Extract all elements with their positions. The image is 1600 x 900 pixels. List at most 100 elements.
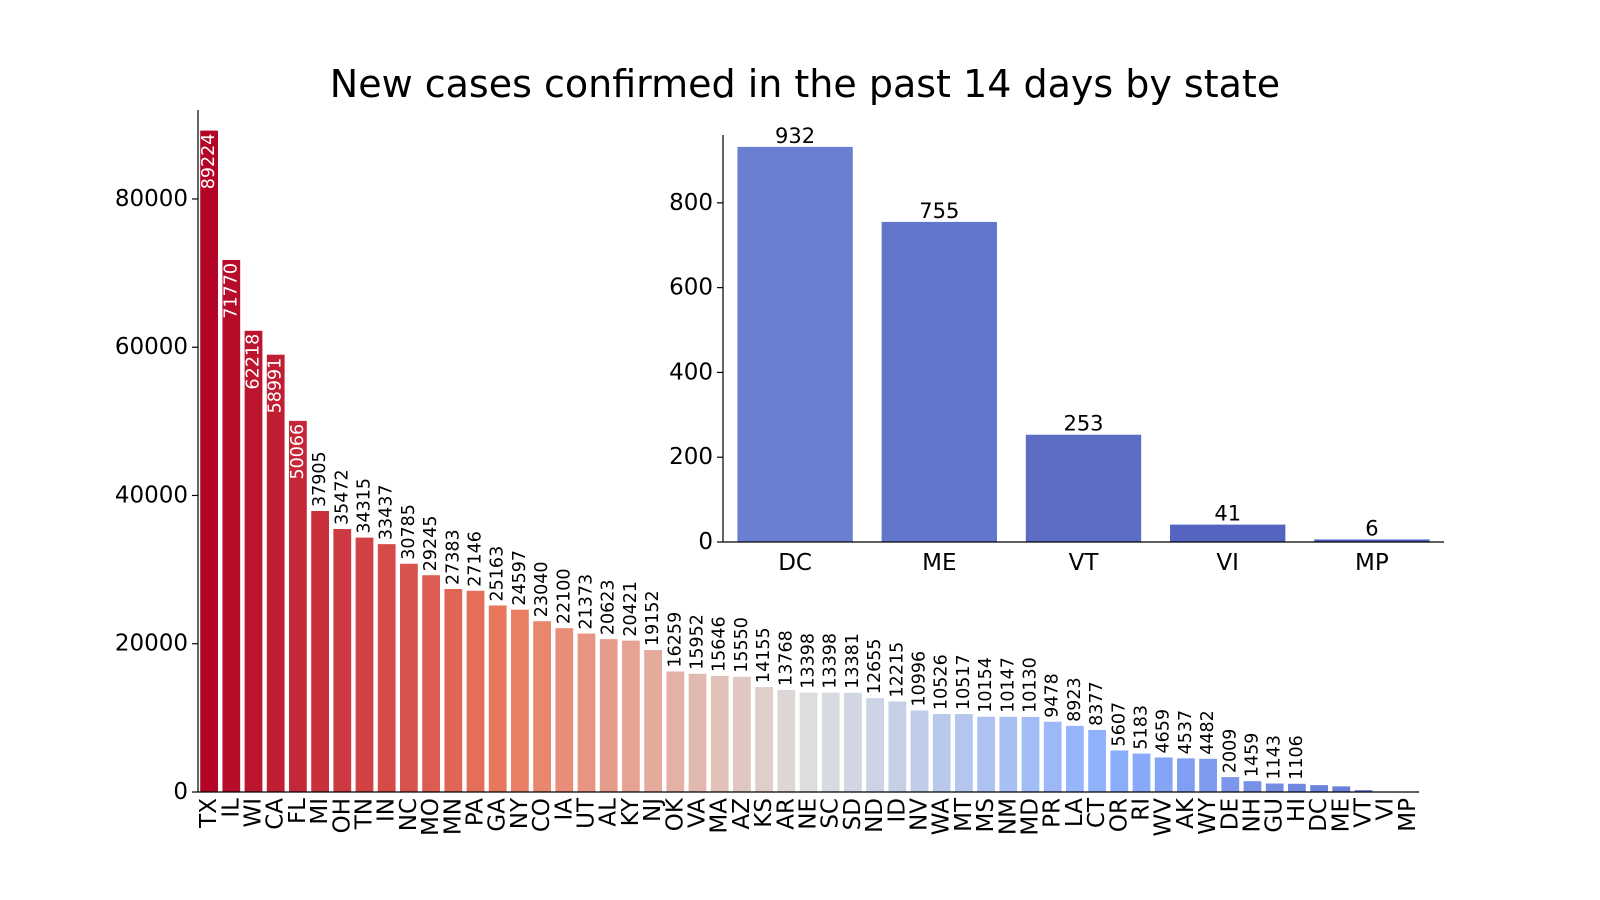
main-bar-value-label: 35472: [332, 469, 352, 525]
main-bar-value-label: 71770: [221, 263, 241, 319]
main-x-tick-label: MT: [951, 797, 977, 832]
main-bar-sc: [821, 692, 840, 792]
main-bar-value-label: 25163: [488, 546, 508, 602]
main-x-tick-label: PR: [1040, 798, 1066, 828]
main-bar-dc: [1310, 785, 1328, 792]
main-bar-tn: [355, 537, 374, 792]
main-bar-value-label: 10147: [998, 657, 1018, 713]
main-bar-value-label: 15952: [688, 614, 708, 670]
main-bar-value-label: 4659: [1154, 709, 1174, 754]
main-bar-value-label: 22100: [554, 568, 574, 624]
inset-x-tick-label: DC: [778, 550, 812, 576]
inset-bar-value-label: 755: [919, 199, 959, 223]
main-bar-pr: [1043, 721, 1062, 792]
main-bar-value-label: 4537: [1176, 710, 1196, 755]
main-bar-value-label: 15550: [732, 617, 752, 673]
main-x-tick-label: HI: [1284, 798, 1310, 822]
main-x-tick-label: OR: [1106, 798, 1132, 832]
main-x-tick-label: WI: [241, 798, 267, 828]
inset-bar-value-label: 932: [775, 124, 815, 148]
inset-bar-me: [881, 221, 997, 542]
inset-y-tick-label: 200: [669, 444, 713, 470]
main-bar-ks: [755, 687, 773, 792]
main-bar-value-label: 21373: [577, 574, 597, 630]
main-bar-wa: [932, 713, 951, 792]
main-bar-value-label: 62218: [244, 334, 264, 390]
main-x-tick-label: LA: [1062, 798, 1088, 827]
main-bar-value-label: 13768: [776, 630, 796, 686]
main-bar-mi: [311, 511, 329, 792]
main-x-tick-label: AR: [773, 798, 799, 830]
main-bar-value-label: 10526: [932, 654, 952, 710]
main-bar-value-label: 8377: [1087, 681, 1107, 726]
main-x-tick-label: VI: [1373, 798, 1399, 821]
main-bar-value-label: 58991: [266, 358, 286, 414]
main-x-tick-labels: TXILWICAFLMIOHTNINNCMOMNPAGANYCOIAUTALKY…: [196, 797, 1421, 836]
main-x-tick-label: WA: [929, 798, 955, 835]
main-bar-value-label: 24597: [510, 550, 530, 606]
inset-x-tick-label: ME: [922, 550, 956, 576]
main-x-tick-label: KY: [618, 797, 644, 826]
main-bar-ga: [488, 605, 507, 792]
inset-y-tick-label: 800: [669, 190, 713, 216]
inset-x-tick-labels: DC ME VT VI MP: [778, 550, 1389, 576]
main-bar-value-label: 4482: [1198, 710, 1218, 755]
main-bar-value-label: 50066: [288, 424, 308, 480]
inset-x-tick-label: VT: [1069, 550, 1100, 576]
inset-bar-value-label: 253: [1063, 412, 1103, 436]
main-bar-id: [888, 701, 907, 792]
main-bars: [200, 130, 1417, 793]
main-x-tick-label: TX: [196, 798, 222, 829]
main-bar-nd: [866, 698, 884, 792]
main-bar-value-label: 33437: [377, 484, 397, 540]
main-bar-ms: [977, 716, 995, 792]
main-bar-value-label: 12655: [865, 639, 885, 695]
main-bar-me: [1332, 786, 1351, 792]
main-x-tick-label: NE: [796, 798, 822, 830]
main-x-tick-label: VA: [685, 798, 711, 828]
main-bar-az: [733, 676, 751, 792]
main-bar-value-label: 20623: [599, 579, 619, 635]
main-x-tick-label: SC: [818, 798, 844, 829]
main-x-tick-label: IL: [218, 798, 244, 818]
main-bar-in: [377, 544, 396, 792]
main-bar-value-label: 13381: [843, 633, 863, 689]
main-bar-gu: [1265, 783, 1284, 792]
main-x-tick-label: NM: [995, 798, 1021, 835]
main-bar-value-label: 19152: [643, 590, 663, 646]
main-x-tick-label: AZ: [729, 798, 755, 830]
main-bar-fl: [289, 420, 307, 792]
main-bar-nv: [910, 710, 929, 792]
inset-y-tick-label: 0: [698, 529, 713, 555]
main-x-tick-label: KS: [751, 798, 777, 828]
main-bar-co: [533, 621, 551, 792]
main-bar-value-label: 37905: [310, 451, 330, 507]
main-x-tick-label: AK: [1173, 797, 1199, 829]
main-x-tick-label: MI: [307, 798, 333, 825]
main-x-tick-label: CT: [1084, 797, 1110, 828]
main-bar-value-label: 10517: [954, 654, 974, 710]
main-bar-value-label: 13398: [821, 633, 841, 689]
main-x-tick-label: VT: [1351, 797, 1377, 828]
main-bar-ut: [577, 633, 596, 792]
main-bar-ar: [777, 689, 796, 792]
main-bar-value-label: 12215: [887, 642, 907, 698]
main-x-tick-label: NJ: [640, 798, 666, 822]
main-bar-value-label: 27146: [466, 531, 486, 587]
main-bar-mn: [444, 589, 463, 792]
inset-y-tick-label: 600: [669, 275, 713, 301]
main-x-tick-label: TN: [352, 798, 378, 830]
main-bar-nj: [644, 650, 662, 792]
inset-x-tick-label: MP: [1355, 550, 1389, 576]
main-x-tick-label: ID: [884, 798, 910, 823]
main-bar-value-label: 14155: [754, 627, 774, 683]
main-x-tick-label: RI: [1129, 798, 1155, 821]
main-x-tick-label: DC: [1306, 798, 1332, 832]
main-bar-value-label: 15646: [710, 616, 730, 672]
main-bar-ak: [1177, 758, 1195, 792]
inset-bar-value-label: 41: [1214, 502, 1241, 526]
main-bar-la: [1066, 725, 1084, 792]
main-x-tick-label: IN: [374, 798, 400, 822]
main-x-tick-label: MA: [707, 798, 733, 834]
